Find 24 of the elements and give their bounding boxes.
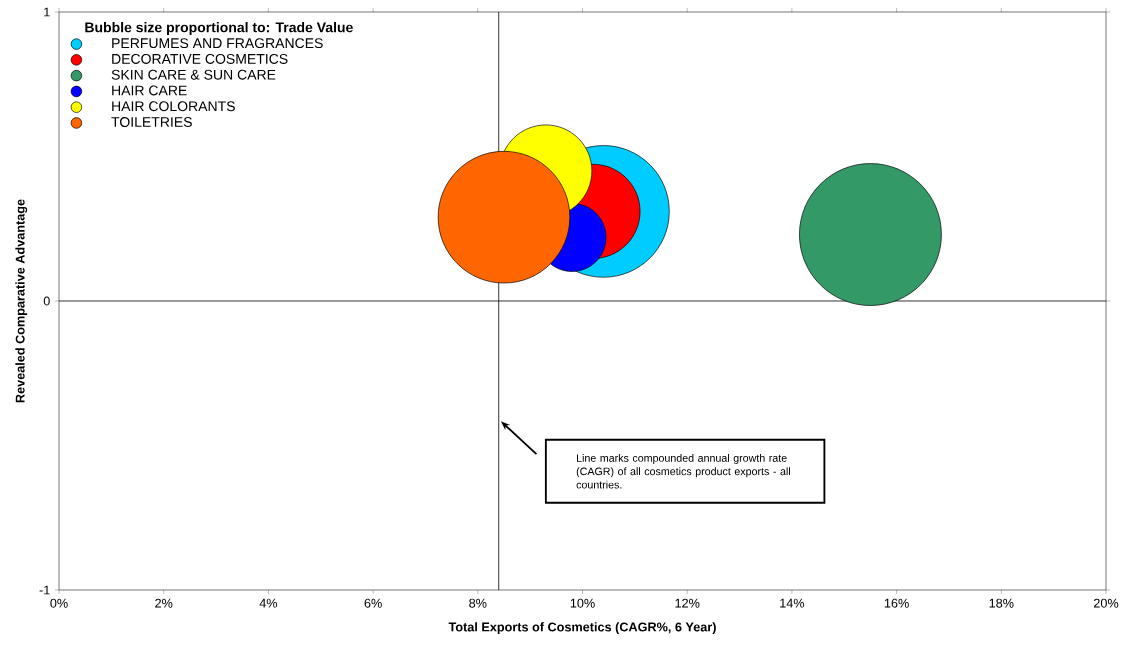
legend-label: TOILETRIES xyxy=(111,117,192,127)
x-tick-label: 10% xyxy=(570,598,595,608)
x-axis-title: Total Exports of Cosmetics (CAGR%, 6 Year) xyxy=(448,622,716,634)
legend-label: PERFUMES AND FRAGRANCES xyxy=(112,38,323,49)
legend-label: HAIR CARE xyxy=(112,85,187,96)
x-tick-label: 12% xyxy=(675,598,700,608)
x-tick-label: 20% xyxy=(1093,598,1119,608)
legend-title: Bubble size proportional to: Trade Value xyxy=(85,22,353,36)
x-tick-label: 2% xyxy=(155,598,173,608)
annotation: Line marks compounded annual growth rate (CAGR) of all cosmetics product exports - all countries. xyxy=(576,453,790,489)
x-tick-label: 4% xyxy=(259,598,278,608)
legend-label: SKIN CARE & SUN CARE xyxy=(111,69,276,80)
x-tick-label: 0% xyxy=(50,598,68,608)
y-tick-label: 1 xyxy=(44,7,50,17)
legend-label: DECORATIVE COSMETICS xyxy=(112,53,288,64)
x-tick-label: 8% xyxy=(469,598,487,608)
y-axis-title: Revealed Comparative Advantage xyxy=(15,199,28,403)
x-tick-label: 18% xyxy=(989,598,1014,608)
x-tick-label: 14% xyxy=(780,598,805,608)
y-tick-label: -1 xyxy=(39,585,50,595)
x-tick-label: 6% xyxy=(364,598,382,608)
legend-label: HAIR COLORANTS xyxy=(112,101,235,112)
x-tick-label: 16% xyxy=(884,598,909,608)
y-tick-label: 0 xyxy=(43,296,50,306)
